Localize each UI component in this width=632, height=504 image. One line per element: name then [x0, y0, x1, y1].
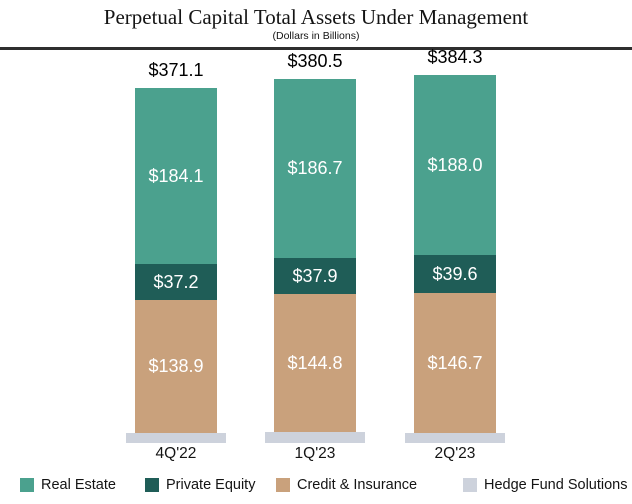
bar-segment-private-equity: $39.6 [414, 255, 496, 294]
chart-subtitle: (Dollars in Billions) [272, 30, 360, 42]
bar-1Q'23: $11.1$144.8$37.9$186.7$380.5 [265, 52, 365, 443]
segment-value-label: $39.6 [432, 264, 478, 285]
category-label: 4Q'22 [155, 445, 197, 462]
chart-legend: Real Estate Private Equity Credit & Insura… [0, 474, 632, 496]
bar-segment-private-equity: $37.2 [135, 264, 217, 300]
bar-segment-private-equity: $37.9 [274, 257, 356, 294]
legend-item-real-estate: Real Estate [20, 474, 116, 496]
bar-segment-real-estate: $186.7 [274, 78, 356, 258]
bar-total-label: $384.3 [427, 47, 483, 68]
segment-value-label: $184.1 [148, 166, 204, 187]
bar-segment-real-estate: $188.0 [414, 75, 496, 256]
legend-label: Hedge Fund Solutions [484, 477, 628, 493]
bar-segment-hedge-fund-solutions [126, 432, 226, 443]
bar-segment-hedge-fund-solutions [265, 432, 365, 443]
chart-title: Perpetual Capital Total Assets Under Man… [103, 5, 529, 29]
legend-swatch-icon [463, 478, 477, 492]
legend-swatch-icon [20, 478, 34, 492]
legend-label: Real Estate [41, 477, 116, 493]
segment-value-label: $186.7 [287, 158, 343, 179]
legend-item-private-equity: Private Equity [145, 474, 255, 496]
segment-value-label: $146.7 [427, 353, 483, 374]
bar-total-label: $371.1 [148, 59, 204, 80]
category-label: 1Q'23 [294, 445, 336, 462]
bar-segment-hedge-fund-solutions [405, 433, 505, 443]
legend-label: Credit & Insurance [297, 477, 418, 493]
bar-2Q'23: $10.0$146.7$39.6$188.0$384.3 [405, 48, 505, 443]
legend-swatch-icon [276, 478, 290, 492]
legend-label: Private Equity [166, 477, 256, 493]
category-label: 2Q'23 [434, 445, 476, 462]
plot-area: $10.9$138.9$37.2$184.1$371.14Q'22$11.1$1… [0, 48, 632, 461]
legend-item-credit-insurance: Credit & Insurance [276, 474, 417, 496]
segment-value-label: $37.9 [292, 265, 338, 286]
bar-segment-credit-insurance: $144.8 [274, 293, 356, 433]
legend-item-hedge-fund-solutions: Hedge Fund Solutions [463, 474, 628, 496]
bar-4Q'22: $10.9$138.9$37.2$184.1$371.1 [126, 61, 226, 443]
bar-segment-real-estate: $184.1 [135, 87, 217, 265]
bar-segment-credit-insurance: $146.7 [414, 293, 496, 434]
segment-value-label: $138.9 [148, 356, 204, 377]
bar-segment-credit-insurance: $138.9 [135, 299, 217, 433]
segment-value-label: $37.2 [153, 271, 199, 292]
bar-total-label: $380.5 [287, 50, 343, 71]
segment-value-label: $188.0 [427, 155, 483, 176]
legend-swatch-icon [145, 478, 159, 492]
segment-value-label: $144.8 [287, 353, 343, 374]
title-divider [0, 47, 632, 50]
